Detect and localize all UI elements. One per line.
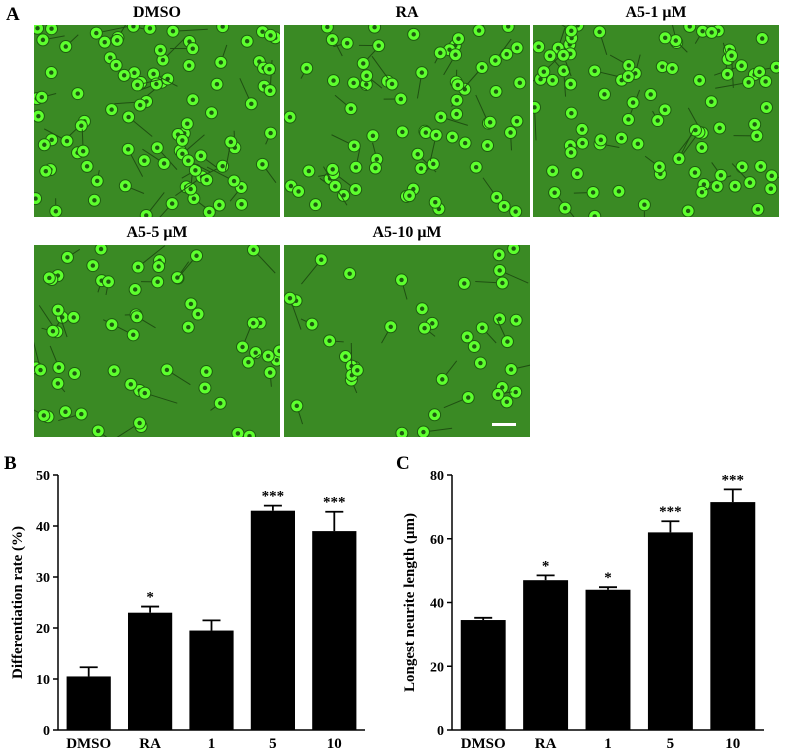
micrograph-a5-5	[34, 245, 280, 437]
x-tick-label: RA	[139, 736, 161, 752]
y-tick-label: 60	[430, 533, 444, 548]
bar-10	[312, 531, 357, 730]
bar-DMSO	[66, 676, 111, 730]
image-title-a5-10: A5-10 μM	[372, 224, 442, 241]
significance-marker: *	[542, 558, 550, 574]
significance-marker: ***	[659, 504, 682, 520]
bar-10	[710, 502, 756, 730]
x-tick-label: 5	[667, 736, 675, 752]
x-tick-label: 10	[725, 736, 740, 752]
y-tick-label: 0	[437, 724, 444, 739]
significance-marker: ***	[262, 489, 285, 505]
bar-RA	[127, 612, 173, 730]
scale-bar	[492, 423, 516, 426]
y-tick-label: 40	[36, 520, 50, 535]
panel-label-b: B	[4, 455, 17, 474]
y-tick-label: 10	[36, 673, 50, 688]
chart-b-differentiation-rate: B 0 10 20 30 40 50 Differentiation rate (%) DMSO…	[4, 455, 365, 752]
micrograph-ra	[284, 25, 530, 217]
significance-marker: *	[604, 570, 612, 586]
y-tick-label: 80	[430, 469, 444, 484]
micrograph-dmso	[34, 25, 280, 217]
y-tick-label: 40	[430, 597, 444, 612]
significance-marker: ***	[323, 495, 346, 511]
micrograph-a5-10	[284, 245, 530, 437]
bar-DMSO	[460, 620, 506, 730]
x-tick-label: 5	[269, 736, 277, 752]
x-tick-label: RA	[535, 736, 557, 752]
significance-marker: *	[146, 590, 154, 606]
image-title-a5-1: A5-1 μM	[625, 4, 687, 21]
image-title-dmso: DMSO	[133, 4, 181, 21]
significance-marker: ***	[722, 472, 745, 488]
x-tick-label: 1	[208, 736, 216, 752]
chart-c-neurite-length: C 0 20 40 60 80 Longest neurite length (μm) DMS…	[396, 455, 764, 752]
y-axis-label: Differentiation rate (%)	[10, 526, 26, 679]
bar-RA	[523, 580, 569, 730]
x-tick-label: 10	[327, 736, 342, 752]
y-tick-label: 50	[36, 469, 50, 484]
bar-1	[189, 630, 234, 730]
bar-5	[647, 532, 693, 730]
y-axis-label: Longest neurite length (μm)	[402, 513, 418, 692]
y-tick-label: 20	[36, 622, 50, 637]
panel-label-c: C	[396, 455, 410, 474]
panel-label-a: A	[6, 4, 20, 25]
y-tick-label: 0	[43, 724, 50, 739]
x-tick-label: DMSO	[461, 736, 506, 752]
image-title-ra: RA	[395, 4, 419, 21]
y-tick-label: 20	[430, 660, 444, 675]
y-tick-label: 30	[36, 571, 50, 586]
micrograph-a5-1	[533, 25, 779, 217]
x-tick-label: 1	[604, 736, 612, 752]
image-title-a5-5: A5-5 μM	[126, 224, 188, 241]
bar-1	[585, 589, 631, 730]
x-tick-label: DMSO	[66, 736, 111, 752]
bar-5	[250, 510, 296, 730]
